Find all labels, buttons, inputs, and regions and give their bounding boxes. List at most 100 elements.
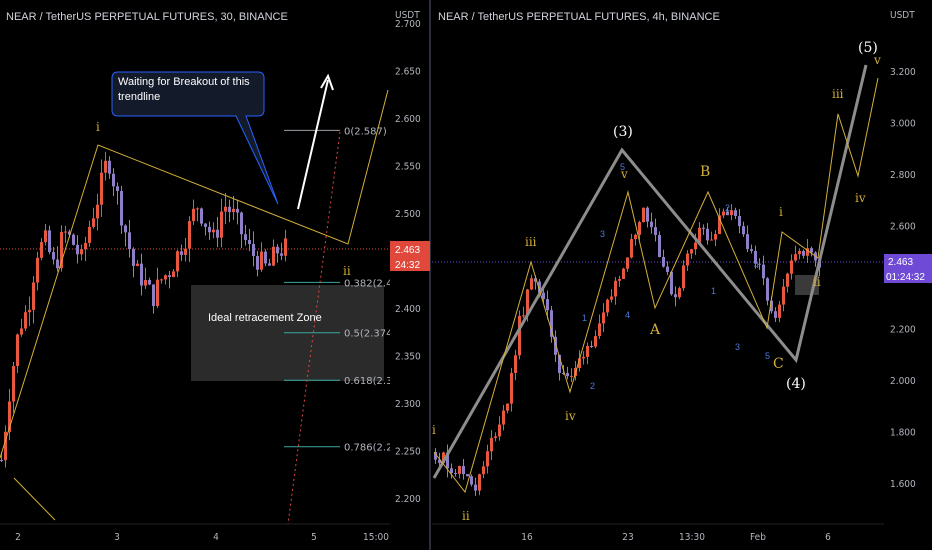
candle-body xyxy=(754,250,757,264)
wave-label-4: (4) xyxy=(786,376,806,392)
right-x-tick: 16 xyxy=(521,532,533,543)
candle-body xyxy=(722,211,725,216)
candle-body xyxy=(72,234,75,245)
left-y-tick: 2.550 xyxy=(395,162,421,173)
candle-body xyxy=(164,275,167,280)
candle-body xyxy=(554,336,557,355)
candle-body xyxy=(128,232,131,250)
candle-body xyxy=(726,211,729,216)
candle-body xyxy=(602,312,605,324)
candle-body xyxy=(690,249,693,254)
candle-body xyxy=(224,206,227,212)
candle-body xyxy=(746,234,749,250)
candle-body xyxy=(502,410,505,425)
candle-body xyxy=(4,431,7,461)
candle-body xyxy=(766,278,769,301)
candle-body xyxy=(530,278,533,290)
fib-label: 0.382(2.42 xyxy=(344,278,399,289)
candle-body xyxy=(152,284,155,307)
wave-label-minor-iv-1: iv xyxy=(565,409,576,423)
right-x-tick: 23 xyxy=(622,532,633,543)
candle-body xyxy=(140,263,143,286)
major-wave-path xyxy=(432,64,868,479)
right-chart-title: NEAR / TetherUS PERPETUAL FUTURES, 4h, B… xyxy=(438,11,720,23)
candle-body xyxy=(682,265,685,289)
left-wave-label-ii: ii xyxy=(343,264,351,278)
candle-body xyxy=(618,278,621,281)
candle-body xyxy=(762,264,765,279)
candle-body xyxy=(494,436,497,438)
candle-body xyxy=(256,256,259,270)
right-x-tick: 13:30 xyxy=(679,532,705,543)
fib-label: 0.786(2.25 xyxy=(344,443,399,454)
candle-body xyxy=(810,248,813,253)
right-y-tick: 1.800 xyxy=(890,428,916,439)
right-y-tick: 2.000 xyxy=(890,376,916,387)
candle-body xyxy=(192,208,195,222)
wave-label-minor-v-2: v xyxy=(873,53,881,67)
candle-body xyxy=(586,345,589,357)
projection-line xyxy=(287,131,341,524)
left-price-tag xyxy=(390,241,430,257)
candle-body xyxy=(674,294,677,298)
right-candles xyxy=(434,204,821,496)
right-y-tick: 2.600 xyxy=(890,222,916,233)
wave-label-minor-v-1: v xyxy=(620,167,628,181)
left-x-tick: 2 xyxy=(15,532,21,543)
candle-body xyxy=(710,239,713,241)
candle-body xyxy=(60,231,63,269)
wave-label-A: A xyxy=(649,322,661,338)
candle-body xyxy=(454,472,457,474)
candle-body xyxy=(244,234,247,241)
right-last-price: 2.463 xyxy=(888,257,913,268)
left-y-tick: 2.300 xyxy=(395,399,421,410)
candle-body xyxy=(738,216,741,227)
candle-body xyxy=(514,355,517,373)
fib-label: 0.618(2.32 xyxy=(344,376,399,387)
candle-body xyxy=(196,208,199,210)
left-wave-path xyxy=(0,89,389,459)
candle-body xyxy=(240,212,243,235)
candle-body xyxy=(770,300,773,312)
candle-body xyxy=(666,266,669,272)
candle-body xyxy=(8,401,11,432)
candle-body xyxy=(104,160,107,173)
breakout-arrow-head xyxy=(320,73,334,91)
candle-body xyxy=(0,460,3,461)
candle-body xyxy=(670,271,673,295)
candle-body xyxy=(200,208,203,224)
candle-body xyxy=(176,251,179,272)
candle-body xyxy=(750,249,753,251)
wave-label-minor-i-1: i xyxy=(432,423,436,437)
left-y-tick: 2.350 xyxy=(395,352,421,363)
candle-body xyxy=(48,230,51,253)
subwave-2b: 2 xyxy=(725,203,730,213)
candle-body xyxy=(204,223,207,227)
candle-body xyxy=(268,263,271,266)
candle-body xyxy=(44,230,47,243)
candle-body xyxy=(582,356,585,359)
candle-body xyxy=(650,221,653,228)
wave-label-minor-iii-1: iii xyxy=(525,235,537,249)
candle-body xyxy=(442,452,445,463)
left-y-tick: 2.250 xyxy=(395,447,421,458)
candle-body xyxy=(108,160,111,174)
subwave-1b: 1 xyxy=(711,286,716,296)
candle-body xyxy=(116,186,119,192)
candle-body xyxy=(208,226,211,233)
left-y-tick: 2.700 xyxy=(395,19,421,30)
candle-body xyxy=(120,191,123,226)
candle-body xyxy=(634,234,637,240)
candle-body xyxy=(136,263,139,266)
candle-body xyxy=(786,273,789,287)
candle-body xyxy=(510,372,513,404)
subwave-2a: 2 xyxy=(590,381,595,391)
candle-body xyxy=(96,204,99,219)
panel-divider xyxy=(429,0,431,550)
minor-wave-path xyxy=(433,77,879,494)
breakout-arrow-shaft xyxy=(297,79,329,210)
left-wave-label-i: i xyxy=(96,120,100,134)
candle-body xyxy=(542,292,545,300)
candle-body xyxy=(276,246,279,254)
candle-body xyxy=(658,234,661,257)
